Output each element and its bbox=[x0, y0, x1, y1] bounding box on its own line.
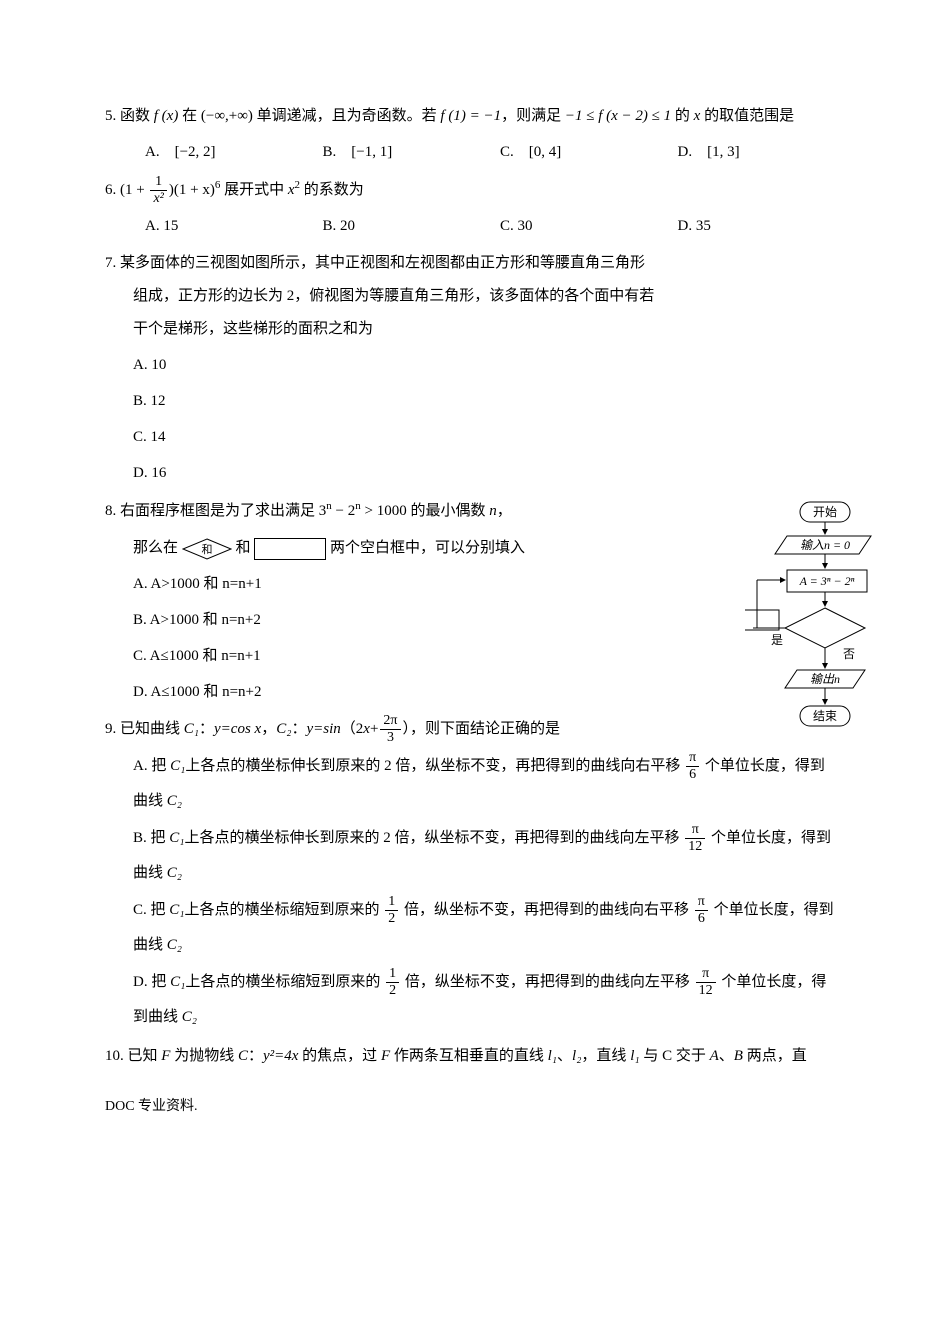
page-footer: DOC 专业资料. bbox=[105, 1093, 855, 1121]
q5-fx: f (x) bbox=[154, 108, 179, 124]
q6-options: A. 15 B. 20 C. 30 D. 35 bbox=[105, 211, 855, 241]
diamond-blank-icon: 和 bbox=[182, 538, 232, 560]
q6-opt-c: C. 30 bbox=[500, 211, 678, 241]
q5-num: 5. bbox=[105, 108, 116, 124]
q9-frac: 2π3 bbox=[380, 714, 400, 745]
q7-num: 7. bbox=[105, 255, 116, 271]
q5-opt-d: D. [1, 3] bbox=[678, 137, 856, 167]
question-5: 5. 函数 f (x) 在 (−∞,+∞) 单调递减，且为奇函数。若 f (1)… bbox=[105, 100, 855, 167]
q6-opt-a: A. 15 bbox=[145, 211, 323, 241]
question-10: 10. 已知 F 为抛物线 C：y²=4x 的焦点，过 F 作两条互相垂直的直线… bbox=[105, 1040, 855, 1073]
question-7: 7. 某多面体的三视图如图所示，其中正视图和左视图都由正方形和等腰直角三角形 组… bbox=[105, 247, 855, 488]
q5-ineq: −1 ≤ f (x − 2) ≤ 1 bbox=[565, 108, 671, 124]
q9-opt-c: C. 把 C₁上各点的横坐标缩短到原来的 12 倍，纵坐标不变，再把得到的曲线向… bbox=[133, 894, 855, 962]
q6-stem: 6. (1 + 1x²)(1 + x)6 展开式中 x2 的系数为 bbox=[105, 173, 855, 207]
q5-options: A. [−2, 2] B. [−1, 1] C. [0, 4] D. [1, 3… bbox=[105, 137, 855, 167]
exam-page: 5. 函数 f (x) 在 (−∞,+∞) 单调递减，且为奇函数。若 f (1)… bbox=[0, 0, 945, 1161]
q6-opt-d: D. 35 bbox=[678, 211, 856, 241]
q5-opt-b: B. [−1, 1] bbox=[323, 137, 501, 167]
flowchart-diagram: 开始 输入n = 0 A = 3ⁿ − 2ⁿ 是 否 bbox=[745, 500, 885, 760]
q8-stem: 8. 右面程序框图是为了求出满足 3n − 2n > 1000 的最小偶数 n， bbox=[105, 494, 855, 528]
svg-text:和: 和 bbox=[201, 543, 212, 556]
q9-options: A. 把 C₁上各点的横坐标伸长到原来的 2 倍，纵坐标不变，再把得到的曲线向右… bbox=[105, 750, 855, 1034]
q9-opt-b: B. 把 C₁上各点的横坐标伸长到原来的 2 倍，纵坐标不变，再把得到的曲线向左… bbox=[133, 822, 855, 890]
question-6: 6. (1 + 1x²)(1 + x)6 展开式中 x2 的系数为 A. 15 … bbox=[105, 173, 855, 241]
rect-blank-icon bbox=[254, 538, 326, 560]
svg-text:输入n = 0: 输入n = 0 bbox=[800, 538, 850, 552]
q6-num: 6. bbox=[105, 182, 116, 198]
q5-interval: (−∞,+∞) bbox=[201, 108, 253, 124]
flowchart-svg: 开始 输入n = 0 A = 3ⁿ − 2ⁿ 是 否 bbox=[745, 500, 885, 760]
q6-opt-b: B. 20 bbox=[323, 211, 501, 241]
q5-opt-a: A. [−2, 2] bbox=[145, 137, 323, 167]
question-8: 8. 右面程序框图是为了求出满足 3n − 2n > 1000 的最小偶数 n，… bbox=[105, 494, 855, 707]
q7-opt-d: D. 16 bbox=[133, 458, 855, 488]
q7-stem: 7. 某多面体的三视图如图所示，其中正视图和左视图都由正方形和等腰直角三角形 组… bbox=[105, 247, 855, 346]
q7-opt-c: C. 14 bbox=[133, 422, 855, 452]
q7-options: A. 10 B. 12 C. 14 D. 16 bbox=[105, 350, 855, 488]
q9-opt-d: D. 把 C₁上各点的横坐标缩短到原来的 12 倍，纵坐标不变，再把得到的曲线向… bbox=[133, 966, 855, 1034]
svg-text:是: 是 bbox=[771, 633, 783, 647]
q9-opt-a: A. 把 C₁上各点的横坐标伸长到原来的 2 倍，纵坐标不变，再把得到的曲线向右… bbox=[133, 750, 855, 818]
q5-f1: f (1) = −1 bbox=[440, 108, 501, 124]
svg-text:开始: 开始 bbox=[813, 505, 837, 519]
q6-frac: 1x² bbox=[150, 175, 166, 206]
q5-stem: 5. 函数 f (x) 在 (−∞,+∞) 单调递减，且为奇函数。若 f (1)… bbox=[105, 100, 855, 133]
q9-stem: 9. 已知曲线 C₁：y=cos x，C₂：y=sin（2x+2π3），则下面结… bbox=[105, 713, 855, 746]
q10-num: 10. bbox=[105, 1048, 124, 1064]
q8-stem-2: 那么在 和 和 两个空白框中，可以分别填入 bbox=[105, 532, 855, 565]
q10-stem: 10. 已知 F 为抛物线 C：y²=4x 的焦点，过 F 作两条互相垂直的直线… bbox=[105, 1040, 855, 1073]
q9-num: 9. bbox=[105, 721, 116, 737]
question-9: 9. 已知曲线 C₁：y=cos x，C₂：y=sin（2x+2π3），则下面结… bbox=[105, 713, 855, 1034]
q5-opt-c: C. [0, 4] bbox=[500, 137, 678, 167]
q7-opt-b: B. 12 bbox=[133, 386, 855, 416]
svg-text:A = 3ⁿ − 2ⁿ: A = 3ⁿ − 2ⁿ bbox=[799, 574, 855, 588]
svg-text:输出n: 输出n bbox=[810, 672, 840, 686]
q7-opt-a: A. 10 bbox=[133, 350, 855, 380]
svg-text:结束: 结束 bbox=[813, 709, 837, 723]
svg-text:否: 否 bbox=[843, 647, 855, 661]
q8-num: 8. bbox=[105, 503, 116, 519]
q8-options: A. A>1000 和 n=n+1 B. A>1000 和 n=n+2 C. A… bbox=[105, 569, 855, 707]
